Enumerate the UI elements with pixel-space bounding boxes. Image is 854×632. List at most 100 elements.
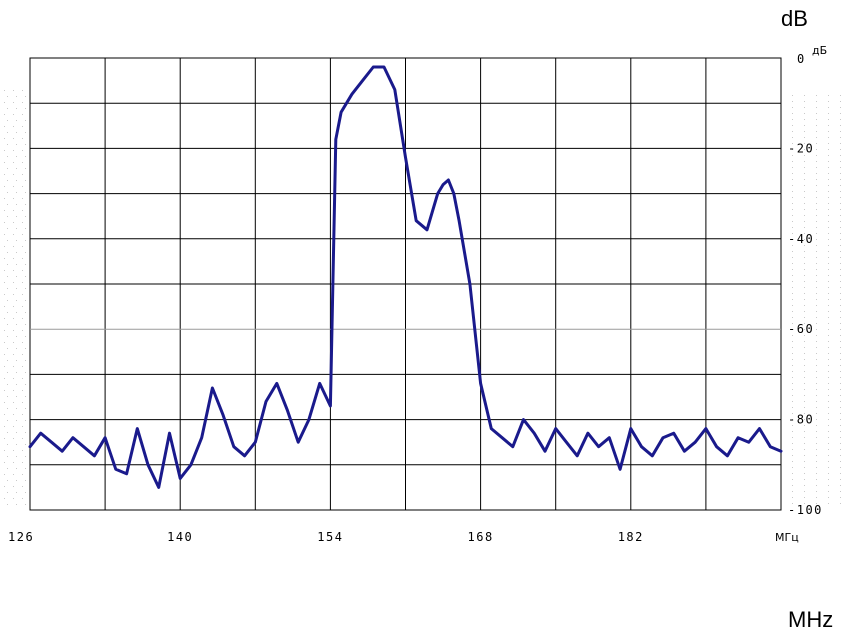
margin-dot	[22, 486, 23, 487]
margin-dot	[25, 396, 26, 397]
margin-dot	[828, 281, 829, 282]
dotted-margin-left	[4, 90, 26, 505]
margin-dot	[816, 491, 817, 492]
margin-dot	[816, 305, 817, 306]
margin-dot	[840, 263, 841, 264]
margin-dot	[840, 215, 841, 216]
margin-dot	[792, 365, 793, 366]
corner-mhz-label: MHz	[788, 607, 833, 632]
margin-dot	[816, 431, 817, 432]
margin-dot	[840, 503, 841, 504]
margin-dot	[22, 126, 23, 127]
margin-dot	[7, 180, 8, 181]
margin-dot	[828, 407, 829, 408]
corner-db-label: dB	[781, 6, 808, 31]
margin-dot	[804, 95, 805, 96]
margin-dot	[816, 485, 817, 486]
margin-dot	[840, 239, 841, 240]
margin-dot	[828, 497, 829, 498]
margin-dot	[4, 486, 5, 487]
margin-dot	[816, 473, 817, 474]
margin-dot	[7, 240, 8, 241]
margin-dot	[4, 414, 5, 415]
margin-dot	[804, 311, 805, 312]
margin-dot	[25, 204, 26, 205]
margin-dot	[13, 198, 14, 199]
margin-dot	[828, 149, 829, 150]
margin-dot	[16, 276, 17, 277]
dotted-margin-right	[792, 95, 841, 504]
margin-dot	[828, 485, 829, 486]
margin-dot	[816, 269, 817, 270]
margin-dot	[25, 156, 26, 157]
margin-dot	[816, 461, 817, 462]
margin-dot	[4, 162, 5, 163]
margin-dot	[828, 503, 829, 504]
margin-dot	[13, 90, 14, 91]
margin-dot	[792, 257, 793, 258]
margin-dot	[792, 329, 793, 330]
y-tick-labels: 0 -20 -40 -60 -80 -100	[788, 52, 821, 517]
margin-dot	[792, 347, 793, 348]
margin-dot	[804, 425, 805, 426]
margin-dot	[816, 341, 817, 342]
margin-dot	[13, 378, 14, 379]
x-tick-label: 154	[317, 530, 343, 544]
margin-dot	[7, 192, 8, 193]
margin-dot	[22, 210, 23, 211]
margin-dot	[840, 155, 841, 156]
margin-dot	[816, 389, 817, 390]
margin-dot	[4, 426, 5, 427]
margin-dot	[792, 377, 793, 378]
margin-dot	[4, 114, 5, 115]
margin-dot	[13, 234, 14, 235]
margin-dot	[804, 413, 805, 414]
x-tick-label: 168	[468, 530, 494, 544]
margin-dot	[22, 114, 23, 115]
margin-dot	[804, 245, 805, 246]
margin-dot	[816, 161, 817, 162]
margin-dot	[804, 167, 805, 168]
margin-dot	[804, 383, 805, 384]
x-tick-label: 182	[618, 530, 644, 544]
margin-dot	[840, 119, 841, 120]
margin-dot	[792, 401, 793, 402]
margin-dot	[7, 408, 8, 409]
margin-dot	[792, 407, 793, 408]
margin-dot	[816, 419, 817, 420]
margin-dot	[792, 449, 793, 450]
margin-dot	[828, 233, 829, 234]
margin-dot	[816, 293, 817, 294]
margin-dot	[13, 450, 14, 451]
margin-dot	[16, 120, 17, 121]
margin-dot	[840, 323, 841, 324]
margin-dot	[792, 209, 793, 210]
margin-dot	[828, 329, 829, 330]
margin-dot	[7, 420, 8, 421]
margin-dot	[840, 335, 841, 336]
margin-dot	[840, 227, 841, 228]
margin-dot	[7, 168, 8, 169]
margin-dot	[804, 173, 805, 174]
margin-dot	[828, 377, 829, 378]
margin-dot	[22, 462, 23, 463]
margin-dot	[816, 233, 817, 234]
margin-dot	[816, 215, 817, 216]
margin-dot	[804, 503, 805, 504]
margin-dot	[7, 228, 8, 229]
margin-dot	[792, 95, 793, 96]
margin-dot	[792, 245, 793, 246]
margin-dot	[828, 167, 829, 168]
margin-dot	[7, 120, 8, 121]
margin-dot	[840, 371, 841, 372]
margin-dot	[4, 462, 5, 463]
margin-dot	[804, 125, 805, 126]
margin-dot	[828, 305, 829, 306]
margin-dot	[22, 342, 23, 343]
margin-dot	[816, 173, 817, 174]
margin-dot	[25, 144, 26, 145]
margin-dot	[816, 131, 817, 132]
margin-dot	[828, 251, 829, 252]
margin-dot	[22, 318, 23, 319]
margin-dot	[13, 126, 14, 127]
